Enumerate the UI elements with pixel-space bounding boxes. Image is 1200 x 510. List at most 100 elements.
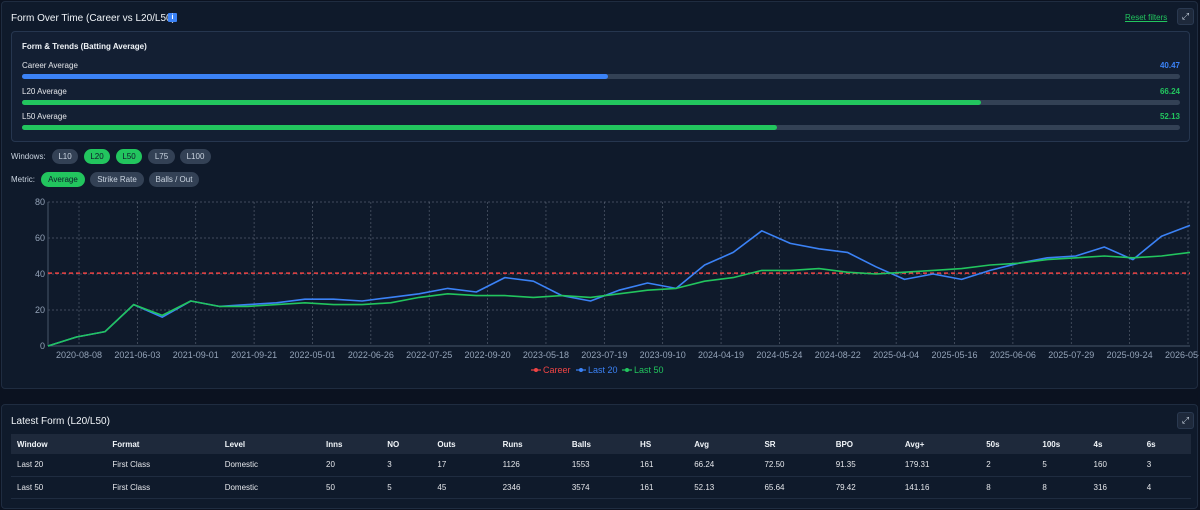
column-header-bpo[interactable]: BPO: [829, 434, 899, 454]
cell-window: Last 20: [11, 454, 107, 477]
column-header-fours[interactable]: 4s: [1087, 434, 1141, 454]
cell-no: 5: [381, 476, 432, 499]
y-tick-label: 60: [35, 233, 45, 243]
window-l50-button[interactable]: L50: [116, 149, 142, 164]
expand-icon[interactable]: ⤢: [1177, 8, 1194, 25]
table-row: Last 50 First Class Domestic 50 5 45 2346 3574 1…: [11, 476, 1191, 499]
windows-label: Windows:: [11, 152, 46, 161]
table-row: Last 20 First Class Domestic 20 3 17 1126 1553 1…: [11, 454, 1191, 477]
cell-window: Last 50: [11, 476, 107, 499]
legend-marker: [625, 368, 629, 372]
career-average-bar: [22, 74, 1180, 79]
x-tick-label: 2021-06-03: [114, 350, 160, 360]
x-tick-label: 2024-08-22: [815, 350, 861, 360]
cell-no: 3: [381, 454, 432, 477]
series-line-last-20: [47, 224, 1191, 347]
legend-label: Last 20: [588, 365, 618, 375]
x-tick-label: 2022-05-01: [289, 350, 335, 360]
cell-sr: 72.50: [758, 454, 830, 477]
column-header-sr[interactable]: SR: [758, 434, 830, 454]
metric-label: Metric:: [11, 175, 35, 184]
column-header-inns[interactable]: Inns: [320, 434, 382, 454]
cell-avg: 52.13: [688, 476, 759, 499]
column-header-outs[interactable]: Outs: [431, 434, 497, 454]
column-header-hundreds[interactable]: 100s: [1036, 434, 1088, 454]
cell-bpo: 91.35: [829, 454, 899, 477]
metric-balls-out-button[interactable]: Balls / Out: [149, 172, 199, 187]
cell-runs: 2346: [496, 476, 566, 499]
l20-average-bar: [22, 100, 1180, 105]
cell-hs: 161: [634, 454, 689, 477]
cell-hundreds: 8: [1036, 476, 1088, 499]
x-tick-label: 2024-05-24: [756, 350, 802, 360]
cell-level: Domestic: [218, 476, 321, 499]
x-tick-label: 2022-07-25: [406, 350, 452, 360]
panel-title: Form Over Time (Career vs L20/L50): [11, 13, 175, 24]
l50-average-value: 52.13: [1159, 112, 1180, 121]
table-body: Last 20 First Class Domestic 20 3 17 1126 1553 1…: [11, 454, 1191, 499]
column-header-balls[interactable]: Balls: [565, 434, 635, 454]
reset-filters-link[interactable]: Reset filters: [1125, 13, 1168, 22]
table-header-row: Window Format Level Inns NO Outs Runs Balls HS Av…: [11, 434, 1191, 454]
window-l100-button[interactable]: L100: [180, 149, 211, 164]
info-icon[interactable]: i: [168, 13, 177, 22]
trends-title: Form & Trends (Batting Average): [22, 42, 147, 51]
x-tick-label: 2025-07-29: [1048, 350, 1094, 360]
column-header-runs[interactable]: Runs: [496, 434, 566, 454]
cell-fifties: 2: [980, 454, 1037, 477]
l20-average-bar-fill: [22, 100, 981, 105]
column-header-window[interactable]: Window: [11, 434, 107, 454]
cell-inns: 20: [320, 454, 382, 477]
panel-title: Latest Form (L20/L50): [11, 416, 110, 427]
x-tick-label: 2023-07-19: [581, 350, 627, 360]
career-average-label: Career Average: [22, 61, 78, 70]
cell-balls: 3574: [565, 476, 635, 499]
latest-form-table: Window Format Level Inns NO Outs Runs Balls HS Av…: [11, 434, 1191, 499]
series-line-last-50: [47, 251, 1191, 347]
trends-card: Form & Trends (Batting Average) Career A…: [11, 31, 1190, 142]
career-average-bar-fill: [22, 74, 608, 79]
column-header-fifties[interactable]: 50s: [980, 434, 1037, 454]
form-line-chart: 0 20 40 60 80 2020-08-08 2021-06-03 2021-09-01 2…: [35, 197, 1199, 375]
column-header-avg[interactable]: Avg: [688, 434, 759, 454]
column-header-format[interactable]: Format: [106, 434, 219, 454]
column-header-sixes[interactable]: 6s: [1140, 434, 1191, 454]
expand-icon[interactable]: ⤢: [1177, 412, 1194, 429]
column-header-hs[interactable]: HS: [634, 434, 689, 454]
x-tick-label: 2023-05-18: [523, 350, 569, 360]
latest-form-panel: Latest Form (L20/L50) ⤢ Window Format Leve…: [1, 404, 1198, 509]
y-tick-label: 0: [40, 341, 45, 351]
column-header-no[interactable]: NO: [381, 434, 432, 454]
l50-average-label: L50 Average: [22, 112, 67, 121]
window-l10-button[interactable]: L10: [52, 149, 78, 164]
metric-average-button[interactable]: Average: [41, 172, 85, 187]
cell-balls: 1553: [565, 454, 635, 477]
y-tick-label: 40: [35, 269, 45, 279]
form-over-time-panel: Form Over Time (Career vs L20/L50) i Res…: [1, 1, 1199, 389]
metric-strike-rate-button[interactable]: Strike Rate: [90, 172, 144, 187]
legend-marker: [534, 368, 538, 372]
cell-avg-plus: 179.31: [898, 454, 981, 477]
legend-label: Last 50: [634, 365, 664, 375]
x-tick-label: 2024-04-19: [698, 350, 744, 360]
x-tick-label: 2025-09-24: [1107, 350, 1153, 360]
l20-average-value: 66.24: [1159, 87, 1180, 96]
cell-fifties: 8: [980, 476, 1037, 499]
cell-hs: 161: [634, 476, 689, 499]
cell-outs: 45: [431, 476, 497, 499]
l50-average-bar-fill: [22, 125, 777, 130]
cell-bpo: 79.42: [829, 476, 899, 499]
window-l75-button[interactable]: L75: [148, 149, 175, 164]
x-tick-label: 2025-06-06: [990, 350, 1036, 360]
x-tick-label: 2022-06-26: [348, 350, 394, 360]
cell-fours: 160: [1087, 454, 1141, 477]
cell-sixes: 4: [1140, 476, 1191, 499]
cell-format: First Class: [106, 476, 219, 499]
column-header-avg-plus[interactable]: Avg+: [898, 434, 981, 454]
cell-outs: 17: [431, 454, 497, 477]
cell-inns: 50: [320, 476, 382, 499]
y-tick-label: 80: [35, 197, 45, 207]
column-header-level[interactable]: Level: [218, 434, 321, 454]
window-l20-button[interactable]: L20: [84, 149, 110, 164]
x-tick-label: 2023-09-10: [640, 350, 686, 360]
